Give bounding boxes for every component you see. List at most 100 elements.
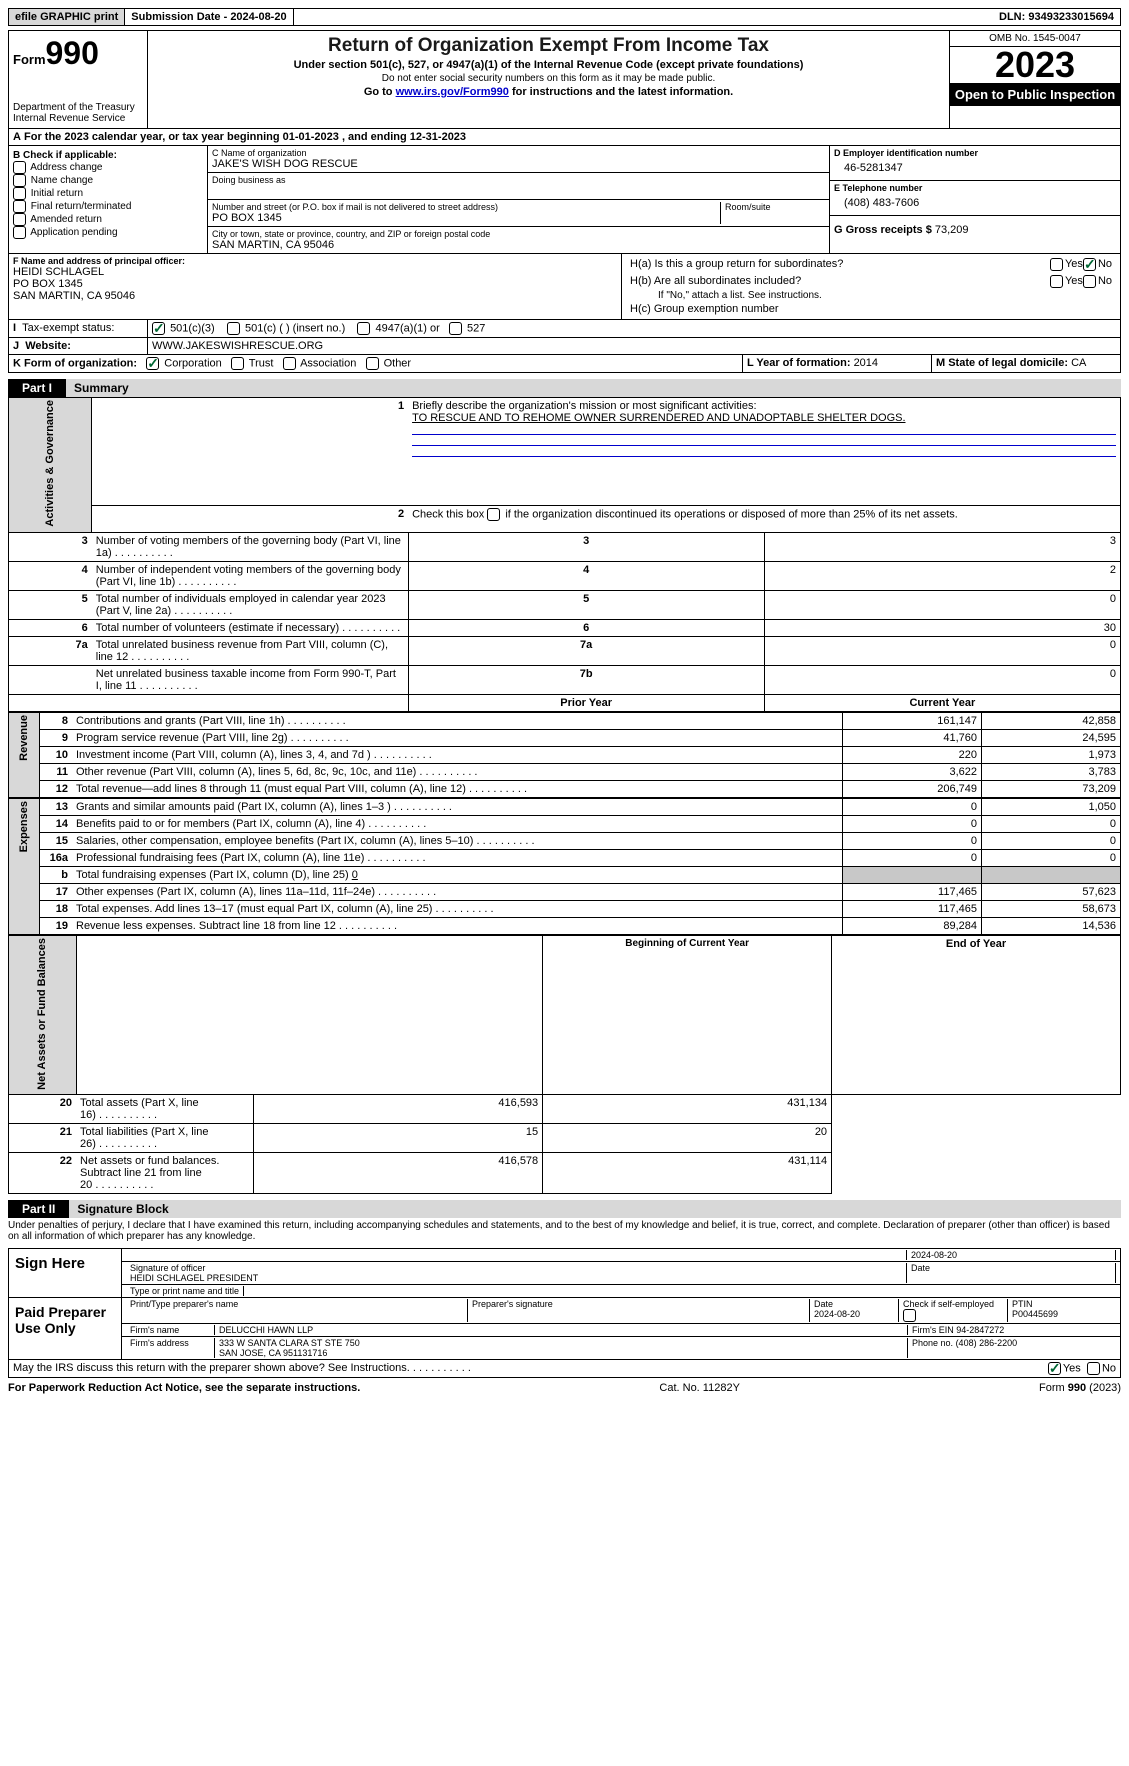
prep-date: 2024-08-20 [814, 1309, 860, 1319]
form-footer: Form 990 (2023) [1039, 1382, 1121, 1394]
eoy-hdr: End of Year [832, 935, 1121, 1095]
may-no[interactable] [1087, 1362, 1100, 1375]
paid-preparer: Paid Preparer Use Only [9, 1298, 122, 1359]
k-corp[interactable] [146, 357, 159, 370]
mission: TO RESCUE AND TO REHOME OWNER SURRENDERE… [412, 412, 905, 424]
d-hdr: D Employer identification number [834, 148, 1116, 158]
efile-label[interactable]: efile GRAPHIC print [9, 9, 125, 25]
ha-yes[interactable] [1050, 258, 1063, 271]
k-assoc[interactable] [283, 357, 296, 370]
part2-title: Signature Block [69, 1200, 1121, 1218]
part2-label: Part II [8, 1200, 69, 1218]
firm-name: DELUCCHI HAWN LLP [215, 1325, 908, 1335]
website: WWW.JAKESWISHRESCUE.ORG [148, 338, 1120, 354]
year-formation: 2014 [854, 357, 878, 369]
ssn-warning: Do not enter social security numbers on … [152, 73, 945, 84]
b-check[interactable] [13, 213, 26, 226]
hc-label: H(c) Group exemption number [626, 301, 1116, 317]
officer-sig-name: HEIDI SCHLAGEL PRESIDENT [130, 1273, 258, 1283]
may-discuss: May the IRS discuss this return with the… [8, 1360, 1121, 1378]
city-hdr: City or town, state or province, country… [212, 229, 825, 239]
firm-ein: 94-2847272 [956, 1325, 1004, 1335]
i-501c3[interactable] [152, 322, 165, 335]
b-check[interactable] [13, 161, 26, 174]
firm-addr-lbl: Firm's address [126, 1338, 215, 1358]
i-501c[interactable] [227, 322, 240, 335]
hb-label: H(b) Are all subordinates included? [630, 275, 1050, 288]
i-527[interactable] [449, 322, 462, 335]
j-hdr: Website: [25, 340, 71, 352]
ha-label: H(a) Is this a group return for subordin… [630, 258, 1050, 271]
form-header: Form990 Department of the Treasury Inter… [8, 30, 1121, 129]
submission-date: Submission Date - 2024-08-20 [125, 9, 293, 25]
k-other[interactable] [366, 357, 379, 370]
top-bar: efile GRAPHIC print Submission Date - 20… [8, 8, 1121, 26]
telephone: (408) 483-7606 [834, 193, 1116, 213]
k-trust[interactable] [231, 357, 244, 370]
col-b: B Check if applicable: Address change Na… [9, 146, 208, 253]
org-name: JAKE'S WISH DOG RESCUE [212, 158, 825, 170]
tax-year: 2023 [950, 47, 1120, 83]
state-domicile: CA [1071, 357, 1086, 369]
form-subtitle: Under section 501(c), 527, or 4947(a)(1)… [152, 59, 945, 71]
c-name-hdr: C Name of organization [212, 148, 825, 158]
firm-phone: (408) 286-2200 [956, 1338, 1018, 1348]
prep-name-lbl: Print/Type preparer's name [126, 1299, 468, 1322]
form-title: Return of Organization Exempt From Incom… [152, 35, 945, 57]
part1-label: Part I [8, 379, 66, 397]
summary-table: Activities & Governance 1 Briefly descri… [8, 397, 1121, 712]
officer-name: HEIDI SCHLAGEL [13, 266, 617, 278]
cat-no: Cat. No. 11282Y [659, 1382, 740, 1394]
room-suite: Room/suite [721, 202, 825, 224]
city-value: SAN MARTIN, CA 95046 [212, 239, 825, 251]
i-hdr: Tax-exempt status: [22, 322, 114, 334]
officer-addr1: PO BOX 1345 [13, 278, 617, 290]
dln: DLN: 93493233015694 [993, 9, 1120, 25]
gross-receipts: 73,209 [935, 224, 969, 236]
l-hdr: L Year of formation: [747, 357, 854, 369]
paperwork-notice: For Paperwork Reduction Act Notice, see … [8, 1382, 360, 1394]
may-yes[interactable] [1048, 1362, 1061, 1375]
hb-yes[interactable] [1050, 275, 1063, 288]
i-4947[interactable] [357, 322, 370, 335]
b-check[interactable] [13, 174, 26, 187]
self-emp: Check if self-employed [903, 1299, 994, 1309]
firm-name-lbl: Firm's name [126, 1325, 215, 1335]
vtab-net: Net Assets or Fund Balances [36, 938, 48, 1090]
k-hdr: K Form of organization: [13, 357, 137, 369]
b-check[interactable] [13, 226, 26, 239]
type-print-lbl: Type or print name and title [126, 1286, 244, 1296]
hb-note: If "No," attach a list. See instructions… [626, 290, 1116, 301]
street-address: PO BOX 1345 [212, 212, 720, 224]
open-to-public: Open to Public Inspection [950, 83, 1120, 106]
line-a: A For the 2023 calendar year, or tax yea… [8, 129, 1121, 146]
ha-no[interactable] [1083, 258, 1096, 271]
irs: Internal Revenue Service [13, 113, 143, 124]
sign-here: Sign Here [9, 1249, 122, 1297]
line2-check[interactable] [487, 508, 500, 521]
part1-title: Summary [66, 379, 1121, 397]
b-header: B Check if applicable: [13, 150, 117, 161]
current-year-hdr: Current Year [764, 694, 1120, 711]
officer-addr2: SAN MARTIN, CA 95046 [13, 290, 617, 302]
vtab-gov: Activities & Governance [44, 400, 56, 527]
dba-hdr: Doing business as [212, 175, 825, 185]
penalty-text: Under penalties of perjury, I declare th… [8, 1218, 1121, 1244]
f-hdr: F Name and address of principal officer: [13, 256, 617, 266]
sig-officer-lbl: Signature of officer [130, 1263, 205, 1273]
ptin-val: P00445699 [1012, 1309, 1058, 1319]
bcy-hdr: Beginning of Current Year [543, 935, 832, 1095]
irs-link[interactable]: www.irs.gov/Form990 [396, 86, 509, 98]
ein: 46-5281347 [834, 158, 1116, 178]
b-check[interactable] [13, 187, 26, 200]
hb-no[interactable] [1083, 275, 1096, 288]
self-emp-check[interactable] [903, 1309, 916, 1322]
form-number: Form990 [13, 35, 143, 72]
e-hdr: E Telephone number [834, 183, 1116, 193]
b-check[interactable] [13, 200, 26, 213]
goto: Go to www.irs.gov/Form990 for instructio… [152, 86, 945, 98]
line2-text: Check this box [412, 508, 487, 520]
firm-addr2: SAN JOSE, CA 951131716 [219, 1348, 327, 1358]
prior-year-hdr: Prior Year [408, 694, 764, 711]
dept: Department of the Treasury [13, 102, 143, 113]
